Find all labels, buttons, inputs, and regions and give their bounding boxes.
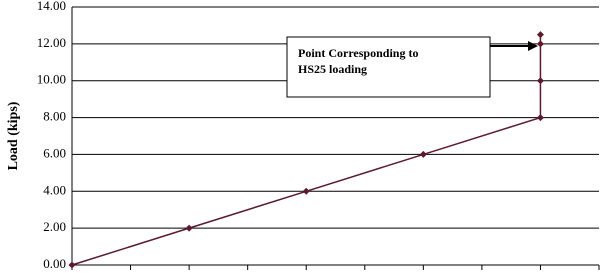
data-point — [302, 187, 310, 195]
annotation-arrowhead — [528, 41, 538, 51]
y-axis-label: Load (kips) — [6, 101, 21, 170]
y-tick-label: 4.00 — [43, 182, 66, 197]
data-point — [536, 31, 544, 39]
y-tick-label: 14.00 — [37, 0, 66, 13]
data-line — [71, 34, 542, 266]
data-point — [185, 224, 193, 232]
y-tick-label: 10.00 — [37, 72, 66, 87]
data-point — [536, 77, 544, 85]
y-tick-label: 12.00 — [37, 35, 66, 50]
annotation-line: Point Corresponding to — [298, 46, 418, 60]
annotation-line: HS25 loading — [298, 62, 367, 76]
data-point — [536, 114, 544, 122]
data-point — [536, 40, 544, 48]
y-tick-label: 8.00 — [43, 109, 66, 124]
y-tick-label: 2.00 — [43, 219, 66, 234]
annotation-box — [286, 36, 491, 98]
data-point — [68, 261, 76, 269]
y-tick-label: 6.00 — [43, 145, 66, 160]
y-tick-label: 0.00 — [43, 256, 66, 271]
data-point — [419, 150, 427, 158]
